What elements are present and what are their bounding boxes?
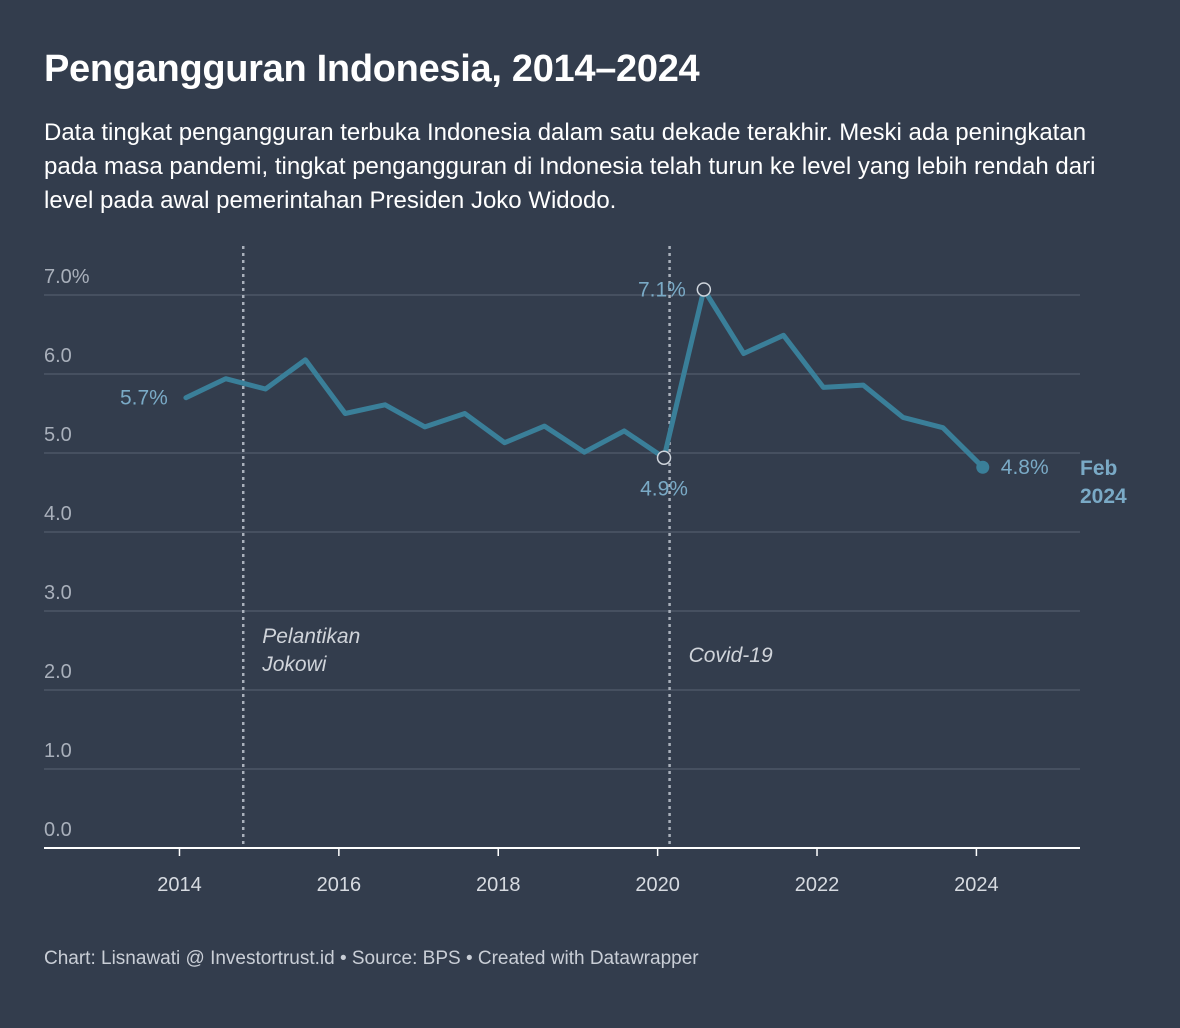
value-markers: 5.7% 7.1% 4.9% 4.8% Feb 2024 <box>120 278 1127 508</box>
chart-subtitle: Data tingkat pengangguran terbuka Indone… <box>44 119 1096 214</box>
y-tick-label: 2.0 <box>44 661 72 683</box>
annotation-label: Covid-19 <box>689 644 773 667</box>
y-tick-label: 1.0 <box>44 740 72 762</box>
y-tick-label: 5.0 <box>44 424 72 446</box>
value-label: 7.1% <box>638 278 686 301</box>
series-line-path <box>183 287 986 470</box>
x-tick-label: 2018 <box>476 874 521 896</box>
chart-title: Pengangguran Indonesia, 2014–2024 <box>44 48 700 90</box>
value-ring-marker <box>656 450 672 465</box>
value-label: 4.8% <box>1001 456 1049 479</box>
end-label: 2024 <box>1080 485 1127 508</box>
value-label: 4.9% <box>640 478 688 501</box>
x-tick-label: 2020 <box>635 874 680 896</box>
y-tick-label: 3.0 <box>44 582 72 604</box>
annotation-label: Pelantikan <box>262 625 360 648</box>
x-tick-label: 2022 <box>795 874 840 896</box>
y-tick-label: 0.0 <box>44 819 72 841</box>
chart-footer: Chart: Lisnawati @ Investortrust.id • So… <box>44 948 699 969</box>
grid-lines <box>44 294 1080 770</box>
annotation-label: Jokowi <box>261 653 328 676</box>
y-axis-ticks: 0.0 1.0 2.0 3.0 4.0 5.0 6.0 7.0% <box>44 266 90 841</box>
value-label: 5.7% <box>120 387 168 410</box>
y-tick-label: 7.0% <box>44 266 90 288</box>
value-ring-marker <box>696 282 712 297</box>
x-tick-label: 2014 <box>157 874 202 896</box>
y-tick-label: 4.0 <box>44 503 72 525</box>
y-tick-label: 6.0 <box>44 345 72 367</box>
series-line <box>183 287 986 470</box>
value-dot-marker <box>976 460 990 474</box>
end-label: Feb <box>1080 457 1117 480</box>
x-tick-label: 2024 <box>954 874 999 896</box>
x-axis: 2014 2016 2018 2020 2022 2024 <box>44 847 1080 896</box>
x-tick-label: 2016 <box>317 874 362 896</box>
annotations: Pelantikan Jokowi Covid-19 <box>241 246 773 848</box>
